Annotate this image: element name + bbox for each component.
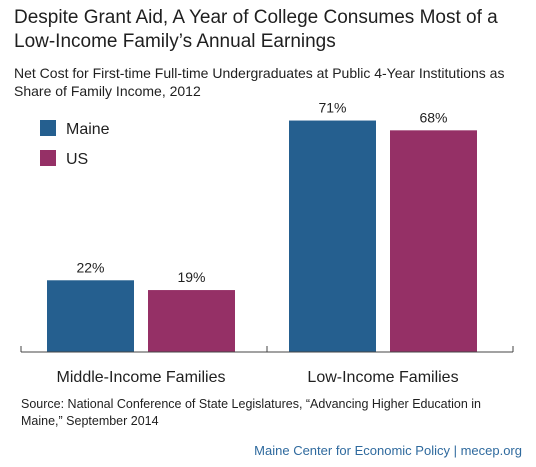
bar-us-middle-income bbox=[148, 290, 235, 352]
bar-maine-middle-income bbox=[47, 280, 134, 352]
legend-swatch-us bbox=[40, 150, 56, 166]
x-tick-label: Low-Income Families bbox=[307, 369, 458, 386]
credit-line: Maine Center for Economic Policy | mecep… bbox=[254, 443, 522, 458]
data-label: 71% bbox=[318, 100, 346, 116]
data-label: 19% bbox=[177, 269, 205, 285]
bar-us-low-income bbox=[390, 130, 477, 352]
x-tick-label: Middle-Income Families bbox=[57, 369, 226, 386]
source-note: Source: National Conference of State Leg… bbox=[21, 397, 481, 428]
chart-subtitle: Net Cost for First-time Full-time Underg… bbox=[14, 65, 505, 99]
legend-swatch-maine bbox=[40, 120, 56, 136]
chart-title: Despite Grant Aid, A Year of College Con… bbox=[14, 7, 498, 52]
legend-label-maine: Maine bbox=[66, 121, 110, 138]
data-label: 22% bbox=[76, 259, 104, 275]
data-label: 68% bbox=[419, 109, 447, 125]
legend-label-us: US bbox=[66, 151, 88, 168]
bar-maine-low-income bbox=[289, 120, 376, 352]
